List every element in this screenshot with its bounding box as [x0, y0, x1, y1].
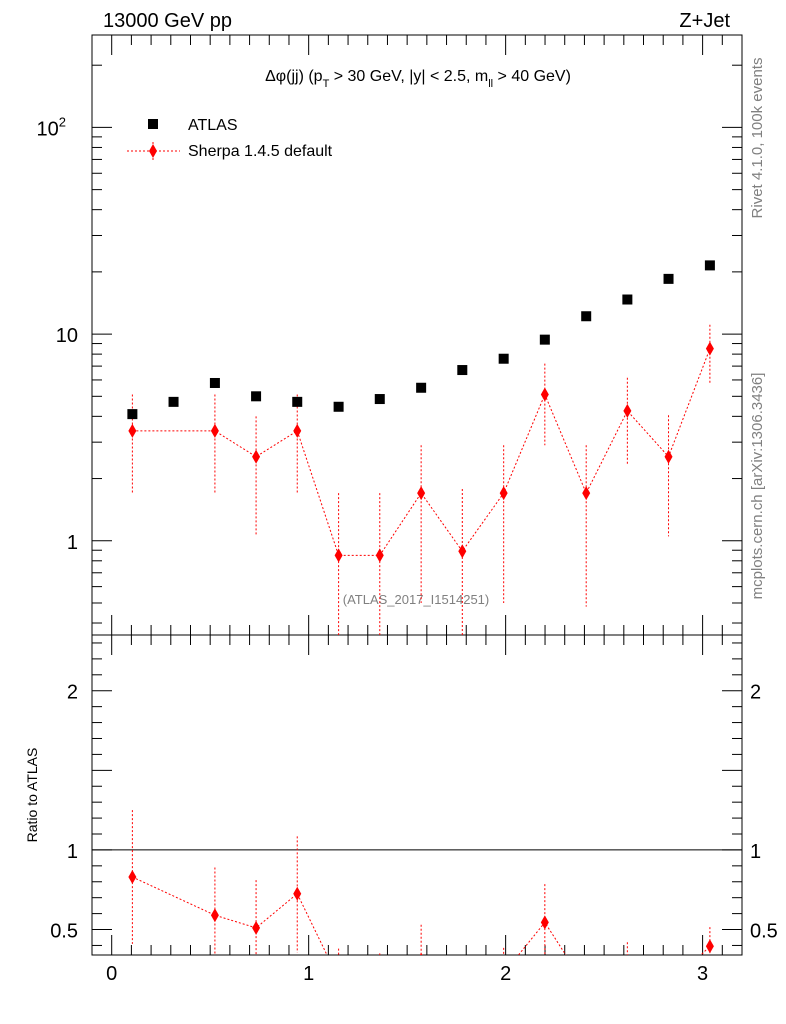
atlas-point	[704, 260, 715, 271]
ratio-point	[582, 980, 590, 994]
main-y-ticks: 1 10 102	[37, 64, 742, 624]
atlas-point	[374, 394, 385, 405]
atlas-point	[251, 391, 262, 402]
plot-title: Δφ(jj) (pT > 30 GeV, |y| < 2.5, mll > 40…	[265, 68, 571, 90]
ratio-point	[665, 980, 673, 994]
ratio-point	[210, 908, 219, 923]
atlas-point	[416, 382, 427, 393]
ratio-tick-label-left: 0.5	[50, 921, 78, 943]
ratio-point	[458, 981, 466, 995]
sherpa-point	[540, 387, 549, 402]
x-ticks: 0 1 2 3	[91, 35, 743, 985]
sherpa-point	[705, 341, 714, 356]
y-tick-label-exponent: 2	[59, 114, 66, 129]
atlas-point	[498, 353, 509, 364]
ratio-point	[128, 869, 137, 884]
ratio-point	[540, 915, 549, 930]
title-end: > 40 GeV)	[493, 68, 571, 85]
header-right: Z+Jet	[679, 10, 730, 32]
sherpa-main-series	[128, 324, 714, 635]
legend-atlas-marker	[148, 119, 158, 129]
atlas-main-series	[127, 260, 715, 420]
ratio-ylabel: Ratio to ATLAS	[24, 748, 40, 843]
title-sub-ll: ll	[488, 78, 493, 90]
ratio-point	[623, 956, 631, 970]
legend-sherpa-label: Sherpa 1.4.5 default	[188, 143, 333, 160]
atlas-point	[539, 334, 550, 345]
atlas-point	[168, 396, 179, 407]
sherpa-point	[210, 423, 219, 438]
sherpa-point	[417, 486, 426, 501]
sherpa-point	[458, 544, 467, 559]
atlas-point	[581, 311, 592, 322]
title-sub-pt: T	[323, 78, 330, 90]
ratio-y-ticks: 0.5 0.5 1 1 2 2	[50, 642, 778, 946]
ratio-tick-label-left: 1	[67, 841, 78, 863]
title-mid: > 30 GeV, |y| < 2.5, m	[329, 68, 488, 85]
x-tick-label: 3	[697, 963, 708, 985]
sherpa-point	[623, 403, 632, 418]
atlas-point	[292, 396, 303, 407]
ratio-clipped-group	[128, 810, 714, 995]
analysis-label: (ATLAS_2017_I1514251)	[343, 592, 489, 607]
ratio-series	[128, 810, 714, 995]
sherpa-point	[334, 548, 343, 563]
atlas-point	[663, 273, 674, 284]
y-tick-label: 10	[56, 325, 78, 347]
sherpa-point	[293, 423, 302, 438]
ratio-line	[132, 876, 711, 955]
sherpa-point	[128, 423, 137, 438]
ratio-plot-frame	[91, 634, 743, 956]
x-tick-label: 1	[303, 963, 314, 985]
rivet-label: Rivet 4.1.0, 100k events	[749, 58, 766, 219]
ratio-tick-label-right: 0.5	[750, 921, 778, 943]
atlas-point	[622, 294, 633, 305]
ratio-point	[335, 972, 343, 986]
ratio-point	[705, 939, 714, 954]
sherpa-point	[375, 548, 384, 563]
atlas-point	[333, 401, 344, 412]
ratio-point	[252, 920, 261, 935]
atlas-point	[127, 409, 138, 420]
x-tick-label: 2	[500, 963, 511, 985]
ratio-point	[293, 886, 302, 901]
sherpa-point	[664, 449, 673, 464]
sherpa-point	[252, 449, 261, 464]
sherpa-point	[499, 486, 508, 501]
y-tick-label: 1	[67, 532, 78, 554]
y-tick-label: 102	[37, 114, 66, 140]
atlas-point	[209, 377, 220, 388]
mcplots-label: mcplots.cern.ch [arXiv:1306.3436]	[749, 373, 766, 600]
ratio-point	[376, 974, 384, 988]
x-tick-label: 0	[106, 963, 117, 985]
atlas-point	[457, 365, 468, 376]
legend-atlas-label: ATLAS	[188, 117, 238, 134]
ratio-tick-label-right: 2	[750, 682, 761, 704]
sherpa-point	[582, 486, 591, 501]
ratio-tick-label-left: 2	[67, 682, 78, 704]
header-left: 13000 GeV pp	[103, 10, 232, 32]
title-symbol: Δφ(jj) (p	[265, 68, 323, 85]
ratio-point	[419, 952, 423, 955]
legend-sherpa-marker	[149, 144, 157, 158]
ratio-tick-label-right: 1	[750, 841, 761, 863]
